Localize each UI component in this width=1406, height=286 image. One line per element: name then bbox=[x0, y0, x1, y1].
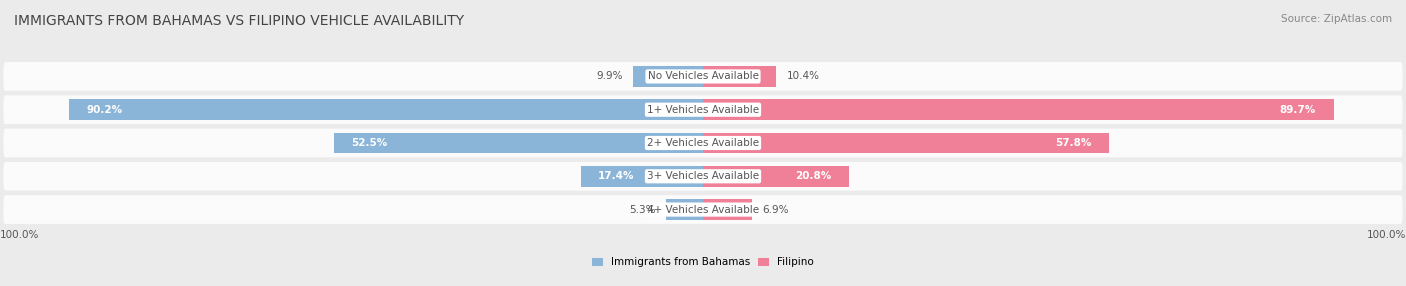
FancyBboxPatch shape bbox=[3, 195, 1403, 224]
Bar bbox=[581, 166, 703, 186]
Text: 17.4%: 17.4% bbox=[599, 171, 634, 181]
Text: 3+ Vehicles Available: 3+ Vehicles Available bbox=[647, 171, 759, 181]
Text: IMMIGRANTS FROM BAHAMAS VS FILIPINO VEHICLE AVAILABILITY: IMMIGRANTS FROM BAHAMAS VS FILIPINO VEHI… bbox=[14, 14, 464, 28]
Text: 90.2%: 90.2% bbox=[86, 105, 122, 115]
Text: 9.9%: 9.9% bbox=[596, 72, 623, 82]
Text: 5.3%: 5.3% bbox=[628, 204, 655, 214]
FancyBboxPatch shape bbox=[3, 129, 1403, 157]
Text: 100.0%: 100.0% bbox=[1367, 230, 1406, 239]
Text: No Vehicles Available: No Vehicles Available bbox=[648, 72, 758, 82]
Legend: Immigrants from Bahamas, Filipino: Immigrants from Bahamas, Filipino bbox=[591, 255, 815, 270]
Text: 52.5%: 52.5% bbox=[352, 138, 388, 148]
Bar bbox=[633, 66, 703, 87]
Text: Source: ZipAtlas.com: Source: ZipAtlas.com bbox=[1281, 14, 1392, 24]
Text: 1+ Vehicles Available: 1+ Vehicles Available bbox=[647, 105, 759, 115]
Text: 100.0%: 100.0% bbox=[0, 230, 39, 239]
Text: 10.4%: 10.4% bbox=[787, 72, 820, 82]
Bar bbox=[335, 133, 703, 153]
Bar bbox=[703, 133, 1109, 153]
FancyBboxPatch shape bbox=[3, 62, 1403, 91]
Bar bbox=[69, 100, 703, 120]
Text: 89.7%: 89.7% bbox=[1279, 105, 1316, 115]
Bar bbox=[703, 66, 776, 87]
Text: 4+ Vehicles Available: 4+ Vehicles Available bbox=[647, 204, 759, 214]
Bar bbox=[703, 199, 752, 220]
Text: 20.8%: 20.8% bbox=[796, 171, 832, 181]
FancyBboxPatch shape bbox=[3, 162, 1403, 190]
Text: 2+ Vehicles Available: 2+ Vehicles Available bbox=[647, 138, 759, 148]
Text: 6.9%: 6.9% bbox=[762, 204, 789, 214]
Bar bbox=[666, 199, 703, 220]
Bar bbox=[703, 166, 849, 186]
FancyBboxPatch shape bbox=[3, 96, 1403, 124]
Text: 57.8%: 57.8% bbox=[1056, 138, 1092, 148]
Bar bbox=[703, 100, 1333, 120]
